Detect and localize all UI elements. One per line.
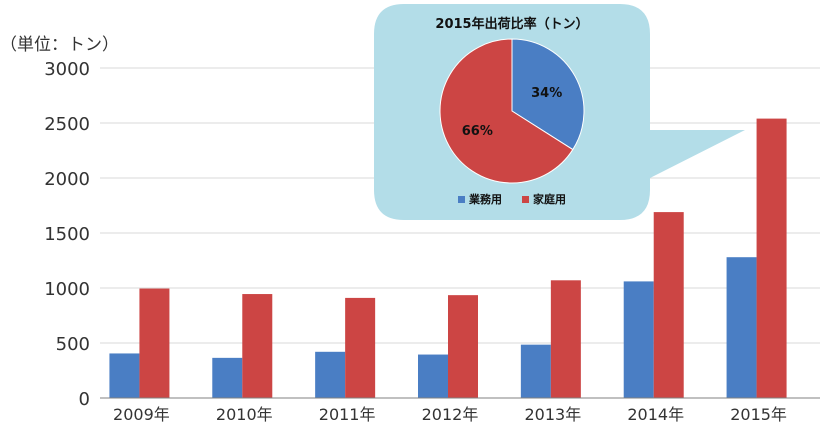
bar-series1 — [726, 257, 757, 398]
bar-series1 — [109, 353, 140, 398]
bar-series1 — [315, 351, 346, 398]
bar-marks — [109, 118, 787, 398]
pie-slice-label: 34% — [531, 86, 562, 101]
bar-series2 — [139, 288, 170, 398]
bar-series1 — [212, 357, 243, 398]
bar-series2 — [242, 294, 273, 398]
bar-series2 — [756, 118, 787, 398]
bar-series2 — [550, 280, 581, 398]
pie-marks: 34% 66% — [439, 38, 585, 184]
bar-series1 — [418, 354, 448, 398]
bar-series2 — [653, 212, 684, 398]
x-tick-label: 2014年 — [627, 405, 684, 424]
bar-series2 — [345, 297, 376, 398]
pie-title: 2015年出荷比率（トン） — [435, 16, 588, 32]
y-tick-label: 500 — [56, 334, 90, 355]
x-tick-label: 2015年 — [730, 405, 787, 424]
x-tick-label: 2010年 — [216, 405, 273, 424]
y-tick-label: 3000 — [44, 59, 90, 80]
x-tick-label: 2012年 — [422, 405, 479, 424]
pie-slice-2 — [439, 38, 574, 184]
y-tick-labels: 0 500 1000 1500 2000 2500 3000 — [44, 59, 90, 410]
unit-label: （単位：トン） — [0, 35, 119, 55]
y-tick-label: 0 — [79, 389, 90, 410]
bar-series1 — [623, 281, 654, 398]
pie-legend: 業務用 家庭用 — [458, 192, 566, 206]
x-tick-label: 2013年 — [524, 405, 581, 424]
bar-series2 — [448, 295, 478, 398]
x-tick-labels: 2009年 2010年 2011年 2012年 2013年 2014年 2015年 — [113, 405, 787, 424]
legend-label: 業務用 — [468, 192, 502, 206]
pie-slice-label: 66% — [462, 124, 493, 139]
legend-swatch — [522, 196, 529, 203]
legend-label: 家庭用 — [533, 192, 566, 206]
bar-series1 — [520, 344, 551, 398]
x-tick-label: 2011年 — [319, 405, 376, 424]
y-tick-label: 2500 — [44, 114, 90, 135]
y-tick-label: 1500 — [44, 224, 90, 245]
y-tick-label: 2000 — [44, 169, 90, 190]
y-tick-label: 1000 — [44, 279, 90, 300]
legend-swatch — [458, 196, 465, 203]
x-tick-label: 2009年 — [113, 405, 170, 424]
